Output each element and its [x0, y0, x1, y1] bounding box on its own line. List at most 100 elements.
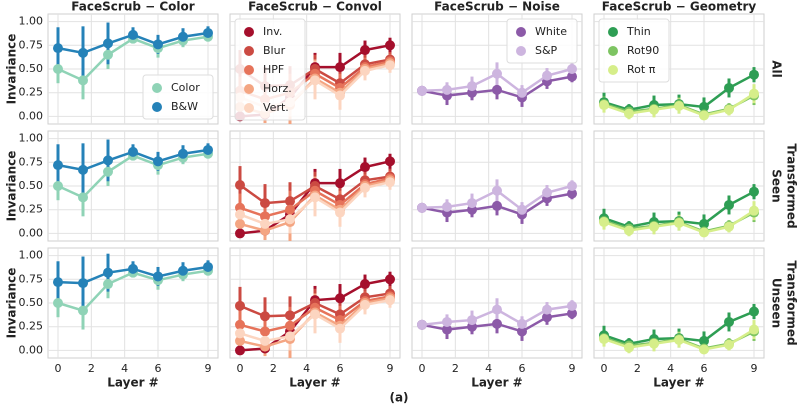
legend-label: S&P: [535, 44, 558, 57]
marker: [235, 209, 245, 220]
marker: [178, 31, 188, 42]
marker: [492, 84, 502, 95]
marker: [285, 310, 295, 321]
marker: [235, 319, 245, 330]
panel-title: FaceScrub − Noise: [434, 0, 560, 14]
x-tick-label: 6: [519, 362, 526, 375]
legend-marker: [244, 84, 254, 94]
row-label: Seen: [770, 169, 784, 202]
legend-marker: [244, 103, 254, 113]
marker: [542, 304, 552, 315]
marker: [385, 60, 395, 71]
x-tick-label: 0: [601, 362, 608, 375]
marker: [442, 201, 452, 212]
x-axis-label: Layer #: [653, 376, 705, 390]
marker: [285, 196, 295, 207]
y-tick-label: 0.00: [19, 109, 44, 122]
legend-label: Thin: [626, 25, 651, 38]
marker: [103, 155, 113, 166]
marker: [749, 88, 759, 99]
marker: [103, 49, 113, 60]
marker: [749, 324, 759, 335]
marker: [492, 68, 502, 79]
x-tick-label: 0: [237, 362, 244, 375]
marker: [699, 110, 709, 121]
marker: [335, 178, 345, 189]
legend-marker: [516, 27, 526, 37]
marker: [492, 304, 502, 315]
marker: [53, 64, 63, 74]
x-tick-label: 4: [303, 362, 310, 375]
x-tick-label: 9: [387, 362, 394, 375]
marker: [492, 185, 502, 196]
marker: [417, 85, 427, 96]
marker: [360, 279, 370, 290]
marker: [567, 308, 577, 319]
marker: [335, 90, 345, 101]
x-axis-label: Layer #: [289, 376, 341, 390]
marker: [78, 278, 88, 289]
marker: [749, 69, 759, 80]
x-tick-label: 4: [485, 362, 492, 375]
legend-marker: [516, 46, 526, 56]
legend-marker: [608, 46, 618, 56]
marker: [699, 218, 709, 229]
y-axis-label: Invariance: [5, 151, 19, 222]
marker: [674, 217, 684, 228]
marker: [128, 146, 138, 157]
legend-label: Rot90: [627, 44, 659, 57]
marker: [335, 293, 345, 304]
marker: [103, 267, 113, 278]
marker: [517, 204, 527, 215]
y-tick-label: 0.75: [19, 155, 44, 168]
marker: [78, 192, 88, 203]
marker: [542, 312, 552, 323]
marker: [467, 81, 477, 92]
legend-box: [234, 18, 306, 121]
legend-label: White: [535, 25, 567, 38]
marker: [567, 188, 577, 199]
marker: [360, 65, 370, 76]
marker: [53, 277, 63, 288]
marker: [599, 217, 609, 228]
marker: [153, 271, 163, 282]
marker: [310, 75, 320, 86]
marker: [517, 318, 527, 329]
marker: [260, 218, 270, 229]
y-tick-label: 0.00: [19, 226, 44, 239]
marker: [103, 166, 113, 177]
legend-label: Color: [171, 81, 200, 94]
x-tick-label: 2: [88, 362, 95, 375]
marker: [260, 198, 270, 209]
legend-marker: [152, 83, 162, 93]
legend-marker: [244, 65, 254, 75]
marker: [517, 87, 527, 98]
marker: [442, 324, 452, 335]
panel-title: FaceScrub − Geometry: [602, 0, 757, 14]
marker: [442, 84, 452, 95]
marker: [724, 82, 734, 93]
marker: [467, 315, 477, 326]
marker: [492, 200, 502, 211]
marker: [599, 334, 609, 345]
marker: [260, 311, 270, 322]
x-axis-label: Layer #: [107, 376, 159, 390]
marker: [285, 320, 295, 331]
marker: [699, 335, 709, 346]
y-tick-label: 0.00: [19, 343, 44, 356]
y-tick-label: 1.00: [19, 15, 44, 28]
marker: [260, 326, 270, 337]
marker: [78, 75, 88, 86]
marker: [699, 101, 709, 112]
marker: [153, 39, 163, 50]
marker: [749, 205, 759, 216]
marker: [360, 299, 370, 310]
legend-marker: [244, 46, 254, 56]
marker: [178, 148, 188, 159]
panel-title: FaceScrub − Color: [71, 0, 194, 14]
marker: [385, 274, 395, 285]
legend-label: Vert.: [263, 101, 289, 114]
marker: [360, 182, 370, 193]
marker: [567, 300, 577, 311]
marker: [724, 339, 734, 350]
